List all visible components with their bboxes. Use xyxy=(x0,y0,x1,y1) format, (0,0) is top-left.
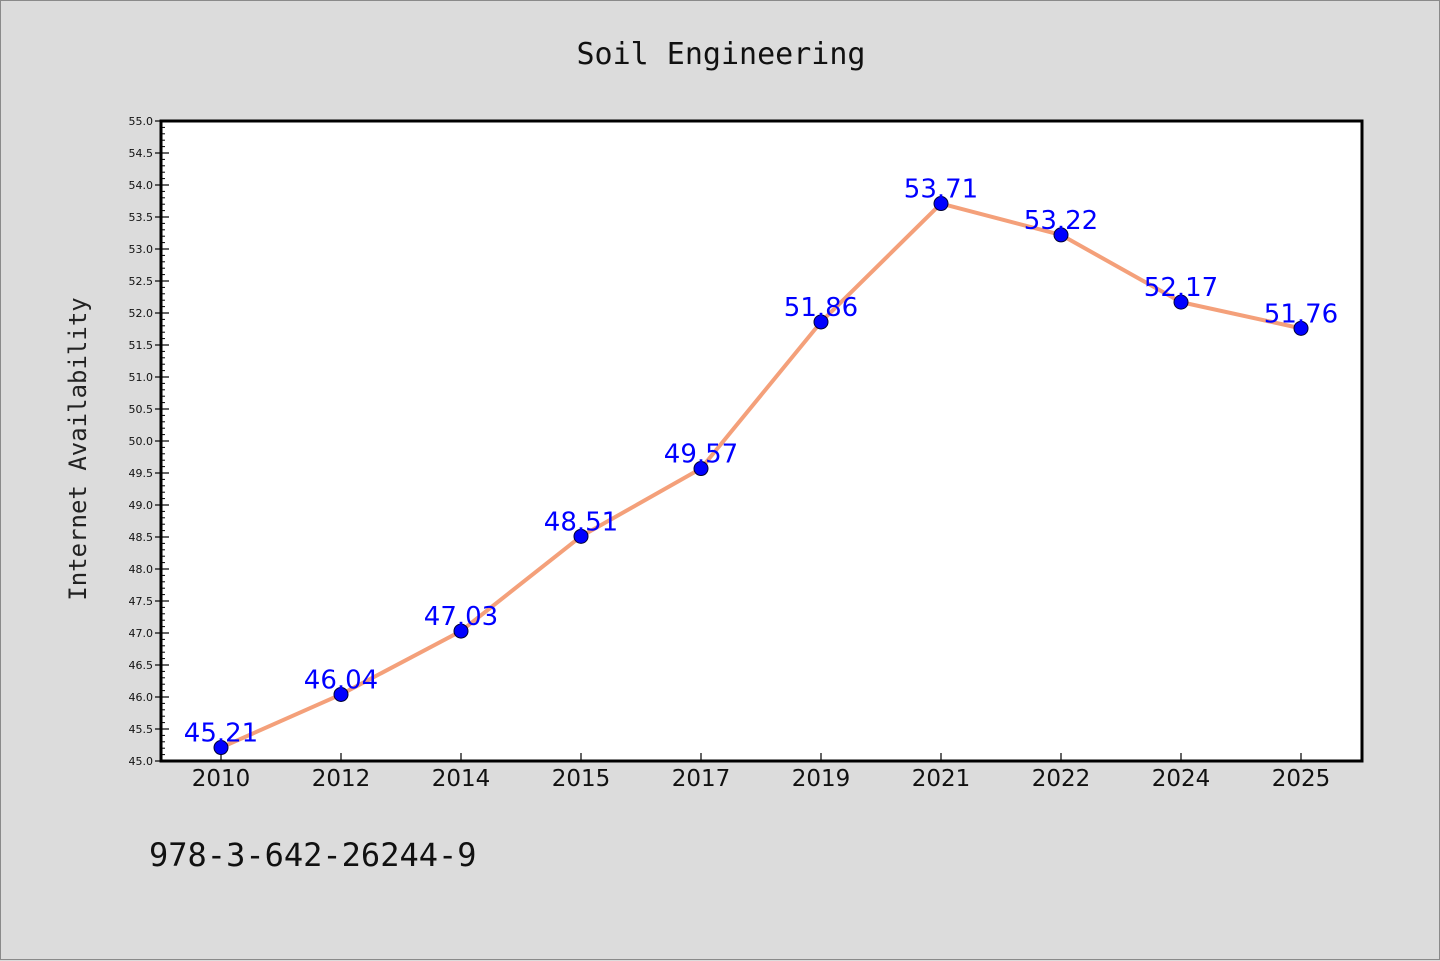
data-point-marker xyxy=(1293,320,1309,336)
y-tick-label: 52.0 xyxy=(129,307,154,320)
data-point-marker xyxy=(933,196,949,212)
x-tick-label: 2022 xyxy=(1032,766,1091,792)
series-line xyxy=(219,201,1303,750)
y-tick-label: 48.5 xyxy=(129,531,154,544)
x-tick-label: 2010 xyxy=(192,766,251,792)
data-value-label: 45.21 xyxy=(184,719,258,749)
y-tick-label: 54.5 xyxy=(129,147,154,160)
isbn-footnote: 978-3-642-26244-9 xyxy=(149,836,477,874)
data-value-label: 51.86 xyxy=(784,293,858,323)
y-tick-label: 49.0 xyxy=(129,499,154,512)
x-tick-label: 2025 xyxy=(1272,766,1331,792)
y-tick-label: 52.5 xyxy=(129,275,154,288)
data-value-label: 46.04 xyxy=(304,665,378,695)
markers-group xyxy=(213,196,1309,756)
plot-area xyxy=(159,119,1364,763)
x-tick-label: 2012 xyxy=(312,766,371,792)
data-point-marker xyxy=(453,623,469,639)
data-point-marker xyxy=(1173,294,1189,310)
data-point-marker xyxy=(573,528,589,544)
data-value-label: 52.17 xyxy=(1144,273,1218,303)
y-tick-label: 46.0 xyxy=(129,691,154,704)
data-value-label: 53.71 xyxy=(904,175,978,205)
data-point-marker xyxy=(213,740,229,756)
x-tick-label: 2024 xyxy=(1152,766,1211,792)
data-point-marker xyxy=(333,686,349,702)
data-labels-group: 45.21 46.04 47.03 48.51 49.57 51.86 53.71 53.22… xyxy=(184,175,1338,749)
x-tick-label: 2017 xyxy=(672,766,731,792)
data-value-label: 47.03 xyxy=(424,602,498,632)
data-point-marker xyxy=(693,461,709,477)
y-tick-label: 53.5 xyxy=(129,211,154,224)
x-tick-label: 2021 xyxy=(912,766,971,792)
data-value-label: 53.22 xyxy=(1024,206,1098,236)
chart-title: Soil Engineering xyxy=(577,37,866,72)
y-tick-label: 50.0 xyxy=(129,435,154,448)
y-tick-label: 51.0 xyxy=(129,371,154,384)
y-tick-label: 53.0 xyxy=(129,243,154,256)
data-value-label: 51.76 xyxy=(1264,299,1338,329)
y-tick-label: 45.0 xyxy=(129,755,154,768)
y-tick-label: 54.0 xyxy=(129,179,154,192)
y-tick-label: 49.5 xyxy=(129,467,154,480)
data-value-label: 49.57 xyxy=(664,440,738,470)
y-tick-label: 47.0 xyxy=(129,627,154,640)
y-tick-label: 48.0 xyxy=(129,563,154,576)
x-tick-label: 2019 xyxy=(792,766,851,792)
x-ticks: 2010 2012 2014 2015 2017 2019 2021 2022 2024 2025 xyxy=(192,753,1331,792)
data-point-marker xyxy=(813,314,829,330)
y-tick-label: 55.0 xyxy=(129,115,154,128)
data-value-label: 48.51 xyxy=(544,507,618,537)
y-major-ticks: 45.0 45.5 46.0 46.5 47.0 47.5 48.0 48.5 49.0 49.5… xyxy=(129,115,169,768)
y-tick-label: 47.5 xyxy=(129,595,154,608)
y-tick-label: 50.5 xyxy=(129,403,154,416)
y-tick-label: 46.5 xyxy=(129,659,154,672)
y-tick-label: 51.5 xyxy=(129,339,154,352)
data-point-marker xyxy=(1053,227,1069,243)
x-tick-label: 2015 xyxy=(552,766,611,792)
y-tick-label: 45.5 xyxy=(129,723,154,736)
y-axis-label: Internet Availability xyxy=(64,297,92,600)
x-tick-label: 2014 xyxy=(432,766,491,792)
series-line-group xyxy=(219,201,1303,750)
